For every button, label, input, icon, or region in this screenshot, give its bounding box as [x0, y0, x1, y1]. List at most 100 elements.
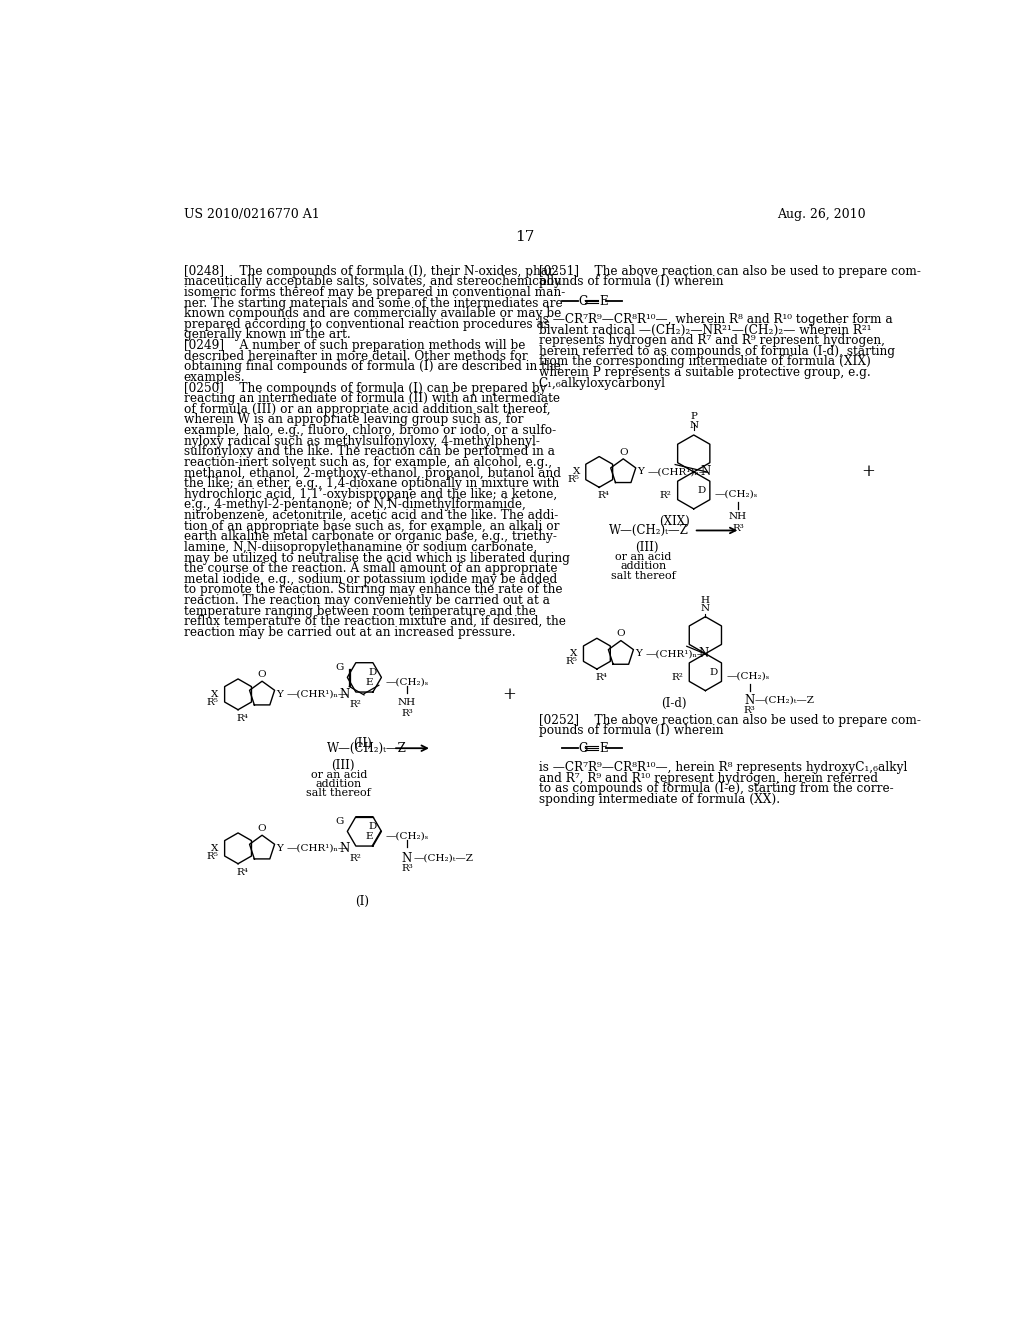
- Text: R³: R³: [401, 865, 413, 874]
- Text: N: N: [744, 694, 755, 706]
- Text: —(CHR¹)ₙ—: —(CHR¹)ₙ—: [287, 690, 349, 698]
- Text: (I): (I): [355, 895, 369, 908]
- Text: X: X: [211, 690, 219, 698]
- Text: R⁴: R⁴: [237, 867, 249, 876]
- Text: 17: 17: [515, 230, 535, 244]
- Text: pounds of formula (I) wherein: pounds of formula (I) wherein: [539, 725, 723, 738]
- Text: lamine, N,N-diisopropylethanamine or sodium carbonate,: lamine, N,N-diisopropylethanamine or sod…: [183, 541, 537, 554]
- Text: bivalent radical —(CH₂)₂—NR²¹—(CH₂)₂— wherein R²¹: bivalent radical —(CH₂)₂—NR²¹—(CH₂)₂— wh…: [539, 323, 871, 337]
- Text: NH: NH: [398, 698, 416, 708]
- Text: (II): (II): [352, 737, 372, 750]
- Text: addition: addition: [315, 779, 361, 789]
- Text: salt thereof: salt thereof: [306, 788, 371, 799]
- Text: N: N: [700, 603, 710, 612]
- Text: Y: Y: [637, 467, 644, 477]
- Text: ner. The starting materials and some of the intermediates are: ner. The starting materials and some of …: [183, 297, 562, 309]
- Text: E: E: [366, 832, 374, 841]
- Text: N: N: [700, 466, 711, 478]
- Text: O: O: [618, 447, 628, 457]
- Text: (XIX): (XIX): [659, 515, 690, 528]
- Text: O: O: [258, 824, 266, 833]
- Text: G: G: [579, 294, 588, 308]
- Text: nyloxy radical such as methylsulfonyloxy, 4-methylphenyl-: nyloxy radical such as methylsulfonyloxy…: [183, 434, 540, 447]
- Text: N: N: [340, 688, 350, 701]
- Text: N: N: [698, 647, 709, 660]
- Text: H: H: [700, 597, 710, 605]
- Text: generally known in the art.: generally known in the art.: [183, 329, 350, 342]
- Text: methanol, ethanol, 2-methoxy-ethanol, propanol, butanol and: methanol, ethanol, 2-methoxy-ethanol, pr…: [183, 466, 561, 479]
- Text: (III): (III): [636, 541, 659, 554]
- Text: wherein W is an appropriate leaving group such as, for: wherein W is an appropriate leaving grou…: [183, 413, 523, 426]
- Text: R³: R³: [743, 706, 756, 715]
- Text: reaction-inert solvent such as, for example, an alcohol, e.g.,: reaction-inert solvent such as, for exam…: [183, 455, 552, 469]
- Text: sulfonyloxy and the like. The reaction can be performed in a: sulfonyloxy and the like. The reaction c…: [183, 445, 555, 458]
- Text: US 2010/0216770 A1: US 2010/0216770 A1: [183, 209, 319, 222]
- Text: R⁴: R⁴: [237, 714, 249, 722]
- Text: C₁,₆alkyloxycarbonyl: C₁,₆alkyloxycarbonyl: [539, 376, 666, 389]
- Text: N: N: [401, 851, 412, 865]
- Text: P: P: [690, 412, 697, 421]
- Text: (III): (III): [331, 759, 354, 772]
- Text: G: G: [335, 663, 343, 672]
- Text: is —CR⁷R⁹—CR⁸R¹⁰—, herein R⁸ represents hydroxyC₁,₆alkyl: is —CR⁷R⁹—CR⁸R¹⁰—, herein R⁸ represents …: [539, 762, 907, 774]
- Text: from the corresponding intermediate of formula (XIX): from the corresponding intermediate of f…: [539, 355, 870, 368]
- Text: (I-d): (I-d): [662, 697, 687, 710]
- Text: [0250]    The compounds of formula (I) can be prepared by: [0250] The compounds of formula (I) can …: [183, 381, 546, 395]
- Text: Aug. 26, 2010: Aug. 26, 2010: [777, 209, 866, 222]
- Text: described hereinafter in more detail. Other methods for: described hereinafter in more detail. Ot…: [183, 350, 527, 363]
- Text: —(CH₂)ₜ—Z: —(CH₂)ₜ—Z: [414, 854, 473, 862]
- Text: or an acid: or an acid: [615, 552, 672, 562]
- Text: to promote the reaction. Stirring may enhance the rate of the: to promote the reaction. Stirring may en…: [183, 583, 562, 597]
- Text: E: E: [366, 677, 374, 686]
- Text: G: G: [335, 817, 343, 826]
- Text: e.g., 4-methyl-2-pentanone; or N,N-dimethylformamide,: e.g., 4-methyl-2-pentanone; or N,N-dimet…: [183, 499, 525, 511]
- Text: +: +: [861, 463, 876, 480]
- Text: W—(CH₂)ₜ—Z: W—(CH₂)ₜ—Z: [608, 524, 688, 537]
- Text: O: O: [616, 630, 626, 639]
- Text: obtaining final compounds of formula (I) are described in the: obtaining final compounds of formula (I)…: [183, 360, 560, 374]
- Text: R³: R³: [401, 709, 413, 718]
- Text: [0252]    The above reaction can also be used to prepare com-: [0252] The above reaction can also be us…: [539, 714, 921, 727]
- Text: R⁵: R⁵: [568, 475, 580, 484]
- Text: hydrochloric acid, 1,1’-oxybispropane and the like; a ketone,: hydrochloric acid, 1,1’-oxybispropane an…: [183, 488, 557, 500]
- Text: —(CH₂)ₛ: —(CH₂)ₛ: [726, 672, 770, 681]
- Text: D: D: [697, 486, 706, 495]
- Text: [0249]    A number of such preparation methods will be: [0249] A number of such preparation meth…: [183, 339, 525, 352]
- Text: N: N: [340, 842, 350, 855]
- Text: R⁴: R⁴: [596, 673, 607, 682]
- Text: sponding intermediate of formula (XX).: sponding intermediate of formula (XX).: [539, 793, 780, 807]
- Text: Y: Y: [635, 649, 642, 659]
- Text: R⁵: R⁵: [565, 657, 578, 665]
- Text: the like; an ether, e.g., 1,4-dioxane optionally in mixture with: the like; an ether, e.g., 1,4-dioxane op…: [183, 478, 559, 490]
- Text: and R⁷, R⁹ and R¹⁰ represent hydrogen, herein referred: and R⁷, R⁹ and R¹⁰ represent hydrogen, h…: [539, 772, 878, 785]
- Text: +: +: [503, 686, 516, 702]
- Text: isomeric forms thereof may be prepared in conventional man-: isomeric forms thereof may be prepared i…: [183, 286, 565, 298]
- Text: R⁵: R⁵: [207, 697, 219, 706]
- Text: to as compounds of formula (I-e), starting from the corre-: to as compounds of formula (I-e), starti…: [539, 783, 893, 796]
- Text: N: N: [689, 421, 698, 430]
- Text: earth alkaline metal carbonate or organic base, e.g., triethy-: earth alkaline metal carbonate or organi…: [183, 531, 557, 544]
- Text: R²: R²: [659, 491, 672, 500]
- Text: reaction. The reaction may conveniently be carried out at a: reaction. The reaction may conveniently …: [183, 594, 550, 607]
- Text: X: X: [570, 649, 578, 659]
- Text: R⁴: R⁴: [598, 491, 609, 500]
- Text: Y: Y: [276, 843, 283, 853]
- Text: the course of the reaction. A small amount of an appropriate: the course of the reaction. A small amou…: [183, 562, 557, 576]
- Text: of formula (III) or an appropriate acid addition salt thereof,: of formula (III) or an appropriate acid …: [183, 403, 551, 416]
- Text: X: X: [211, 843, 219, 853]
- Text: examples.: examples.: [183, 371, 246, 384]
- Text: nitrobenzene, acetonitrile, acetic acid and the like. The addi-: nitrobenzene, acetonitrile, acetic acid …: [183, 510, 558, 521]
- Text: salt thereof: salt thereof: [611, 570, 676, 581]
- Text: —(CHR¹)ₙ—: —(CHR¹)ₙ—: [646, 649, 708, 659]
- Text: R²: R²: [350, 854, 361, 863]
- Text: pounds of formula (I) wherein: pounds of formula (I) wherein: [539, 276, 723, 288]
- Text: reflux temperature of the reaction mixture and, if desired, the: reflux temperature of the reaction mixtu…: [183, 615, 565, 628]
- Text: W—(CH₂)ₜ—Z: W—(CH₂)ₜ—Z: [328, 742, 408, 755]
- Text: E: E: [599, 742, 608, 755]
- Text: addition: addition: [621, 561, 667, 572]
- Text: NH: NH: [729, 512, 746, 521]
- Text: R²: R²: [671, 673, 683, 682]
- Text: O: O: [258, 671, 266, 678]
- Text: herein referred to as compounds of formula (I-d), starting: herein referred to as compounds of formu…: [539, 345, 895, 358]
- Text: prepared according to conventional reaction procedures as: prepared according to conventional react…: [183, 318, 550, 331]
